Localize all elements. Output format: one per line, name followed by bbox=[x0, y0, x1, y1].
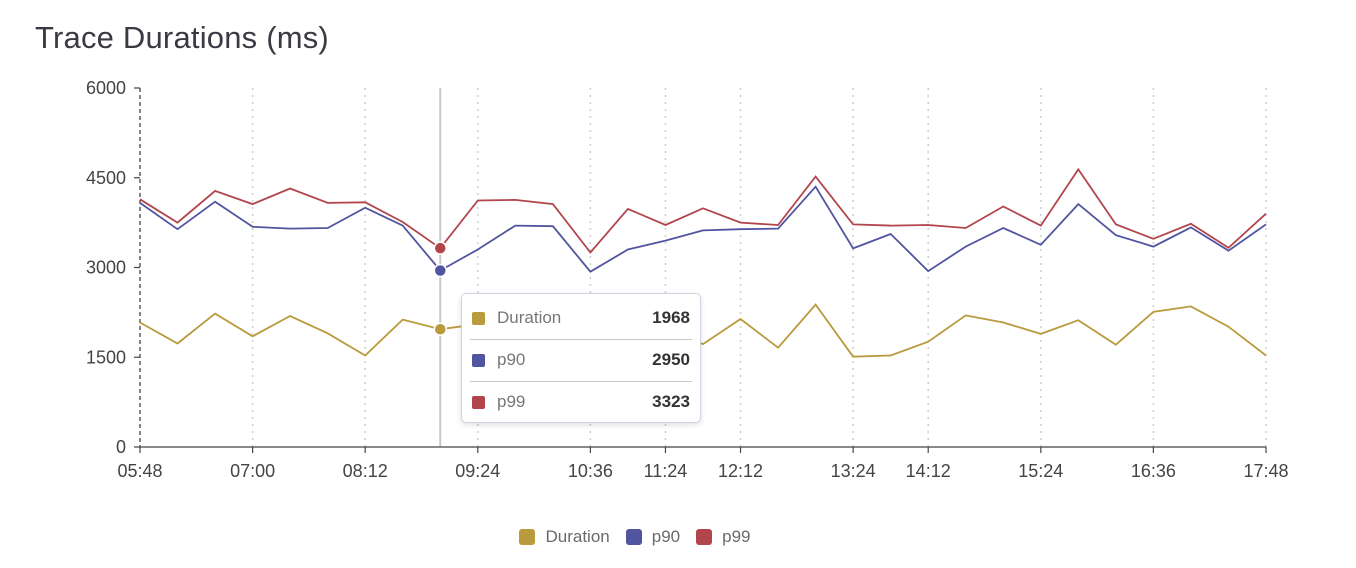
tooltip-series-value: 3323 bbox=[652, 392, 690, 411]
tooltip: Duration 1968 p90 2950 p99 3323 bbox=[461, 293, 701, 423]
p90-hover-point bbox=[433, 263, 448, 278]
legend: Duration p90 p99 bbox=[0, 527, 1270, 547]
p90-swatch bbox=[625, 529, 642, 545]
legend-item-p90[interactable]: p90 bbox=[625, 527, 681, 547]
y-tick-label: 1500 bbox=[86, 347, 126, 367]
axes: 0 1500 3000 4500 6000 05:48 07:00 08:12 09:24 10:… bbox=[86, 78, 1289, 481]
x-tick-label: 14:12 bbox=[906, 461, 951, 481]
tooltip-row-p99: p99 3323 bbox=[470, 381, 692, 422]
tooltip-series-name: p99 bbox=[497, 392, 526, 411]
duration-line bbox=[139, 303, 1267, 358]
tooltip-series-value: 2950 bbox=[652, 350, 690, 369]
x-tick-label: 17:48 bbox=[1243, 461, 1288, 481]
legend-label: p90 bbox=[651, 527, 681, 546]
grid-lines bbox=[251, 88, 1267, 447]
legend-label: p99 bbox=[722, 527, 751, 546]
chart-title: Trace Durations (ms) bbox=[35, 20, 329, 55]
y-tick-label: 0 bbox=[116, 437, 126, 457]
y-tick-label: 3000 bbox=[86, 258, 126, 278]
duration-hover-point bbox=[433, 322, 448, 336]
duration-swatch bbox=[519, 529, 536, 545]
series-lines bbox=[139, 167, 1267, 358]
duration-swatch bbox=[472, 311, 485, 325]
x-tick-label: 08:12 bbox=[343, 461, 388, 481]
p90-line bbox=[139, 185, 1267, 273]
tooltip-series-name: p90 bbox=[497, 350, 526, 369]
x-tick-label: 13:24 bbox=[831, 461, 876, 481]
x-tick-label: 11:24 bbox=[644, 461, 688, 481]
legend-item-duration[interactable]: Duration bbox=[519, 527, 610, 547]
x-tick-label: 10:36 bbox=[568, 461, 613, 481]
tooltip-row-duration: Duration 1968 bbox=[470, 298, 692, 338]
p99-swatch bbox=[696, 529, 713, 545]
legend-label: Duration bbox=[545, 527, 610, 546]
p99-line bbox=[139, 167, 1267, 254]
p90-swatch bbox=[472, 353, 485, 367]
tooltip-row-p90: p90 2950 bbox=[470, 339, 692, 380]
p99-hover-point bbox=[433, 241, 448, 255]
legend-item-p99[interactable]: p99 bbox=[696, 527, 751, 547]
x-tick-label: 15:24 bbox=[1018, 461, 1063, 481]
p99-swatch bbox=[472, 395, 485, 409]
x-tick-label: 09:24 bbox=[455, 461, 500, 481]
x-tick-label: 07:00 bbox=[230, 461, 275, 481]
y-tick-label: 6000 bbox=[86, 78, 126, 98]
hover-points bbox=[433, 241, 448, 336]
x-tick-label: 12:12 bbox=[718, 461, 763, 481]
x-tick-label: 16:36 bbox=[1131, 461, 1176, 481]
x-tick-label: 05:48 bbox=[117, 461, 162, 481]
y-tick-label: 4500 bbox=[86, 168, 126, 188]
tooltip-series-name: Duration bbox=[497, 308, 562, 327]
tooltip-series-value: 1968 bbox=[652, 308, 690, 327]
